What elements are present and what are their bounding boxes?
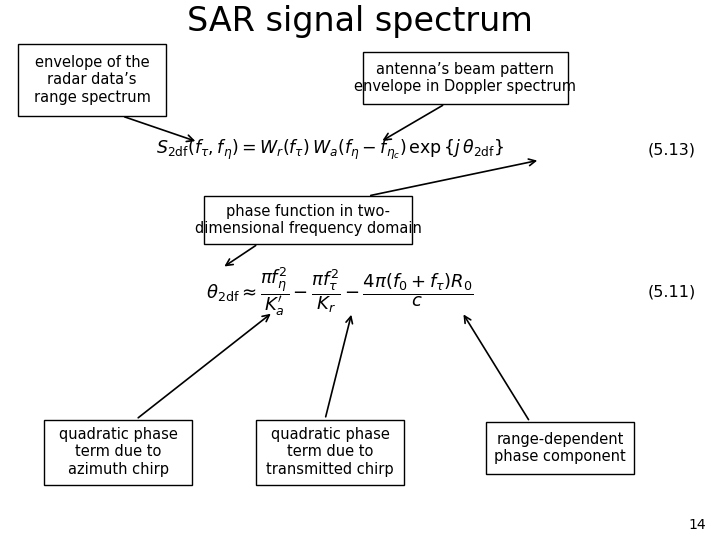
Text: envelope of the
radar data’s
range spectrum: envelope of the radar data’s range spect… xyxy=(34,55,150,105)
Text: $S_{2\mathrm{df}}(f_{\tau}, f_{\eta}) = W_r(f_{\tau})\, W_a(f_{\eta} - f_{\eta_c: $S_{2\mathrm{df}}(f_{\tau}, f_{\eta}) = … xyxy=(156,138,504,162)
Text: phase function in two-
dimensional frequency domain: phase function in two- dimensional frequ… xyxy=(194,204,421,236)
FancyBboxPatch shape xyxy=(44,420,192,484)
FancyBboxPatch shape xyxy=(204,196,412,244)
Text: (5.11): (5.11) xyxy=(648,285,696,300)
Text: SAR signal spectrum: SAR signal spectrum xyxy=(187,5,533,38)
Text: quadratic phase
term due to
transmitted chirp: quadratic phase term due to transmitted … xyxy=(266,427,394,477)
FancyBboxPatch shape xyxy=(18,44,166,116)
FancyBboxPatch shape xyxy=(362,52,567,104)
Text: range-dependent
phase component: range-dependent phase component xyxy=(494,432,626,464)
Text: $\theta_{2\mathrm{df}} \approx \dfrac{\pi f_{\eta}^2}{K_a^{\prime}} - \dfrac{\pi: $\theta_{2\mathrm{df}} \approx \dfrac{\p… xyxy=(206,266,474,318)
Text: antenna’s beam pattern
envelope in Doppler spectrum: antenna’s beam pattern envelope in Doppl… xyxy=(354,62,576,94)
FancyBboxPatch shape xyxy=(486,422,634,474)
Text: 14: 14 xyxy=(688,518,706,532)
Text: (5.13): (5.13) xyxy=(648,143,696,158)
FancyBboxPatch shape xyxy=(256,420,404,484)
Text: quadratic phase
term due to
azimuth chirp: quadratic phase term due to azimuth chir… xyxy=(58,427,177,477)
